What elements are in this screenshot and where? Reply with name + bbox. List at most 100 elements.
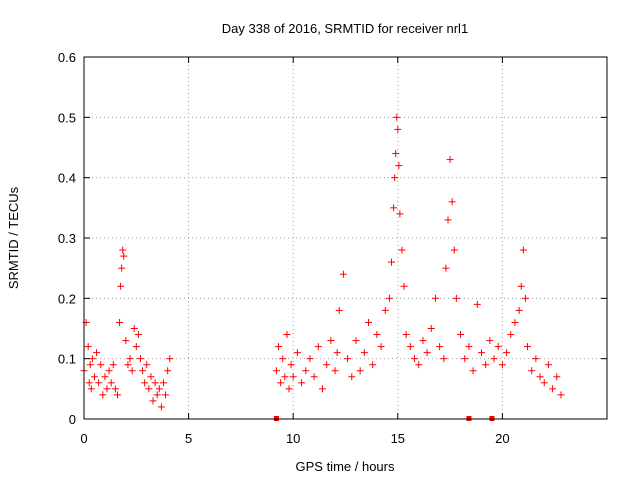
x-tick-label: 20 <box>495 431 509 446</box>
data-point <box>272 367 280 375</box>
data-point <box>134 331 142 339</box>
data-point <box>143 361 151 369</box>
data-point <box>318 385 326 393</box>
data-point <box>377 343 385 351</box>
data-point <box>90 373 98 381</box>
data-point <box>524 343 532 351</box>
data-point <box>283 331 291 339</box>
data-point <box>279 355 287 363</box>
data-point <box>553 373 561 381</box>
data-point <box>494 343 502 351</box>
data-point <box>519 246 527 254</box>
data-point <box>117 282 125 290</box>
data-point <box>477 349 485 357</box>
data-point <box>411 355 419 363</box>
data-point <box>93 349 101 357</box>
data-point <box>97 361 105 369</box>
data-point <box>155 385 163 393</box>
data-point <box>400 282 408 290</box>
data-point <box>521 294 529 302</box>
data-point <box>396 210 404 218</box>
data-point <box>507 331 515 339</box>
data-point <box>360 349 368 357</box>
data-point <box>352 337 360 345</box>
x-tick-label: 5 <box>185 431 192 446</box>
data-point <box>124 361 132 369</box>
data-point <box>314 343 322 351</box>
data-point <box>298 379 306 387</box>
data-point <box>335 306 343 314</box>
data-point <box>446 156 454 164</box>
y-tick-label: 0 <box>69 412 76 427</box>
data-point <box>498 361 506 369</box>
data-point <box>373 331 381 339</box>
y-tick-label: 0.5 <box>58 110 76 125</box>
data-point <box>103 385 111 393</box>
data-point <box>122 337 130 345</box>
data-point <box>151 379 159 387</box>
data-point <box>87 385 95 393</box>
data-point <box>503 349 511 357</box>
data-point <box>145 385 153 393</box>
data-point <box>111 385 119 393</box>
data-point <box>544 361 552 369</box>
data-point <box>105 367 113 375</box>
data-point <box>88 355 96 363</box>
data-point <box>159 379 167 387</box>
data-point <box>540 379 548 387</box>
data-point <box>348 373 356 381</box>
data-point <box>310 373 318 381</box>
data-point <box>457 331 465 339</box>
data-point <box>281 373 289 381</box>
data-point <box>381 306 389 314</box>
data-point <box>84 343 92 351</box>
data-point <box>141 379 149 387</box>
grid-lines <box>84 57 607 419</box>
x-tick-label: 0 <box>80 431 87 446</box>
data-point <box>557 391 565 399</box>
data-point <box>515 306 523 314</box>
data-point <box>164 367 172 375</box>
data-point <box>157 403 165 411</box>
chart-title: Day 338 of 2016, SRMTID for receiver nrl… <box>222 21 468 36</box>
data-point <box>465 343 473 351</box>
data-point <box>327 337 335 345</box>
data-point <box>415 361 423 369</box>
data-point <box>385 294 393 302</box>
data-point <box>285 385 293 393</box>
data-point <box>116 318 124 326</box>
data-point <box>139 367 147 375</box>
data-point <box>431 294 439 302</box>
data-point <box>293 349 301 357</box>
data-point <box>461 355 469 363</box>
data-point <box>473 300 481 308</box>
data-point <box>427 325 435 332</box>
data-point <box>392 150 400 158</box>
data-point <box>423 349 431 357</box>
data-point <box>289 373 297 381</box>
data-point <box>536 373 544 381</box>
data-point <box>86 361 94 369</box>
data-point <box>147 373 155 381</box>
data-point <box>393 113 401 121</box>
data-point <box>356 367 364 375</box>
y-tick-label: 0.2 <box>58 291 76 306</box>
x-tick-label: 10 <box>286 431 300 446</box>
data-point <box>275 343 283 351</box>
data-point <box>528 367 536 375</box>
data-point <box>302 367 310 375</box>
data-point <box>486 337 494 345</box>
y-tick-label: 0.3 <box>58 231 76 246</box>
data-point <box>107 379 115 387</box>
data-point <box>406 343 414 351</box>
data-point <box>469 367 477 375</box>
data-point <box>452 294 460 302</box>
data-point <box>482 361 490 369</box>
data-point <box>120 252 128 260</box>
data-point <box>398 246 406 254</box>
data-point <box>132 343 140 351</box>
data-point <box>419 337 427 345</box>
data-point <box>391 174 399 182</box>
y-tick-label: 0.6 <box>58 50 76 65</box>
